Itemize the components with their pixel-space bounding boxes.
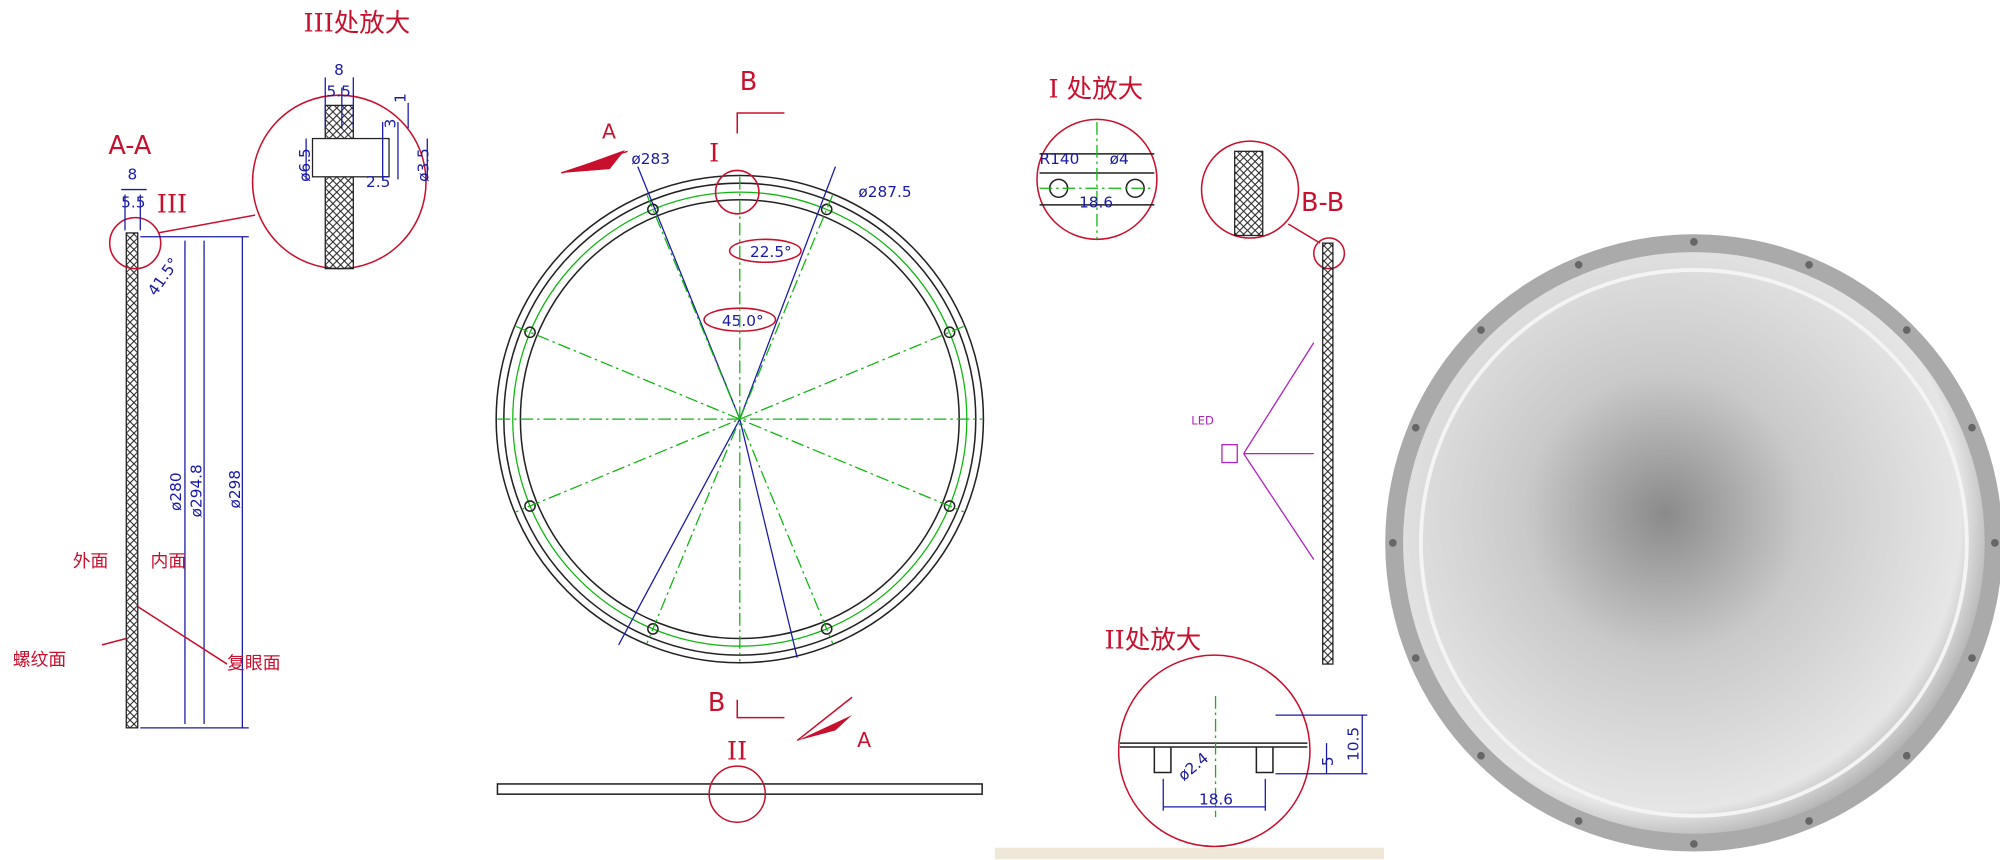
- rim-screw: [1477, 326, 1485, 334]
- dimension: 8: [334, 61, 344, 79]
- rim-screw: [1968, 654, 1976, 662]
- dimension: ø287.5: [858, 183, 911, 201]
- arrow: [561, 150, 625, 173]
- rim-screw: [1991, 539, 1999, 547]
- dimension: ø280: [167, 472, 185, 511]
- dimension: 10.5: [1344, 727, 1362, 761]
- section-mark: A: [602, 120, 616, 144]
- section-part: [313, 139, 390, 177]
- detail-marker: III: [157, 190, 187, 220]
- dimension: 2.5: [366, 173, 390, 191]
- dimension: 8: [128, 165, 138, 183]
- led-symbol: [1222, 445, 1237, 463]
- rim-screw: [1903, 752, 1911, 760]
- detail-marker: I: [709, 139, 719, 169]
- dimension: 18.6: [1199, 790, 1233, 808]
- section-aa: A-A 8 5.5 III 41.5° ø280 ø294.8 ø298 外面 …: [13, 131, 281, 728]
- dimension: ø283: [631, 150, 670, 168]
- section-part: [325, 105, 353, 268]
- dimension: R140: [1040, 150, 1080, 168]
- dimension: ø294.8: [188, 464, 206, 517]
- section-part: [1235, 151, 1263, 235]
- dimension: 22.5°: [750, 243, 792, 261]
- dimension: ø6.5: [296, 148, 314, 182]
- section-mark: B: [740, 67, 757, 97]
- leader: [1288, 224, 1320, 243]
- dimension: 3: [381, 119, 399, 129]
- rim-screw: [1412, 424, 1420, 432]
- outline: [1120, 743, 1308, 772]
- dimension: ø2.4: [1175, 749, 1212, 784]
- section-title: A-A: [108, 131, 152, 161]
- label: 外面: [73, 551, 109, 572]
- section-line: [561, 113, 852, 741]
- rim-screw: [1575, 261, 1583, 269]
- rim-screw: [1903, 326, 1911, 334]
- rim-screw: [1477, 752, 1485, 760]
- section-bb: B-B LED: [1191, 141, 1344, 664]
- dimension-lines: [619, 167, 836, 658]
- dimension: ø3.5: [415, 148, 433, 182]
- rim-screw: [1805, 261, 1813, 269]
- dimension: 18.6: [1079, 193, 1113, 211]
- detail-title: I 处放大: [1048, 75, 1143, 105]
- centre-line: [1040, 122, 1155, 239]
- detail-title: III处放大: [304, 8, 411, 38]
- section-strip: [126, 233, 137, 728]
- dimension: ø298: [226, 470, 244, 509]
- front-view: B A B A I II ø283 ø287.5 22.5° 45.0°: [496, 67, 983, 822]
- detail-title: II处放大: [1105, 626, 1202, 656]
- rim-screw: [1690, 238, 1698, 246]
- section-title: B-B: [1301, 188, 1344, 218]
- section-mark: A: [857, 728, 871, 752]
- rim-screw: [1690, 840, 1698, 848]
- detail-i: I 处放大 R140 ø4 18.6: [1037, 75, 1157, 240]
- drawing: A-A 8 5.5 III 41.5° ø280 ø294.8 ø298 外面 …: [0, 0, 2000, 860]
- label: 内面: [151, 551, 187, 572]
- rim-screw: [1805, 817, 1813, 825]
- dimension: 5: [1319, 756, 1337, 766]
- label: 复眼面: [227, 653, 281, 674]
- dimension: 1: [392, 93, 410, 103]
- section-mark: B: [708, 688, 725, 718]
- lens-face: [1403, 252, 1985, 834]
- detail-iii: III处放大 8 5.5 3 1 ø6.5 ø3.5 2.5: [253, 8, 433, 268]
- led-label: LED: [1191, 413, 1214, 427]
- detail-marker: II: [727, 737, 747, 767]
- lens-photo: [995, 234, 2000, 859]
- dimension: ø4: [1110, 150, 1129, 168]
- paper-strip: [995, 848, 1384, 859]
- dimension: 41.5°: [144, 255, 183, 299]
- rim-screw: [1968, 424, 1976, 432]
- side-view: [497, 784, 982, 794]
- dimension: 5.5: [327, 82, 351, 100]
- label: 螺纹面: [13, 649, 67, 670]
- detail-circle: [1119, 655, 1310, 846]
- dimension: 5.5: [121, 193, 145, 211]
- rim-screw: [1389, 539, 1397, 547]
- section-strip: [1323, 243, 1333, 664]
- dimension: 45.0°: [722, 312, 764, 330]
- leader: [102, 607, 227, 664]
- rim-screw: [1575, 817, 1583, 825]
- rim-screw: [1412, 654, 1420, 662]
- light-rays: [1244, 343, 1314, 560]
